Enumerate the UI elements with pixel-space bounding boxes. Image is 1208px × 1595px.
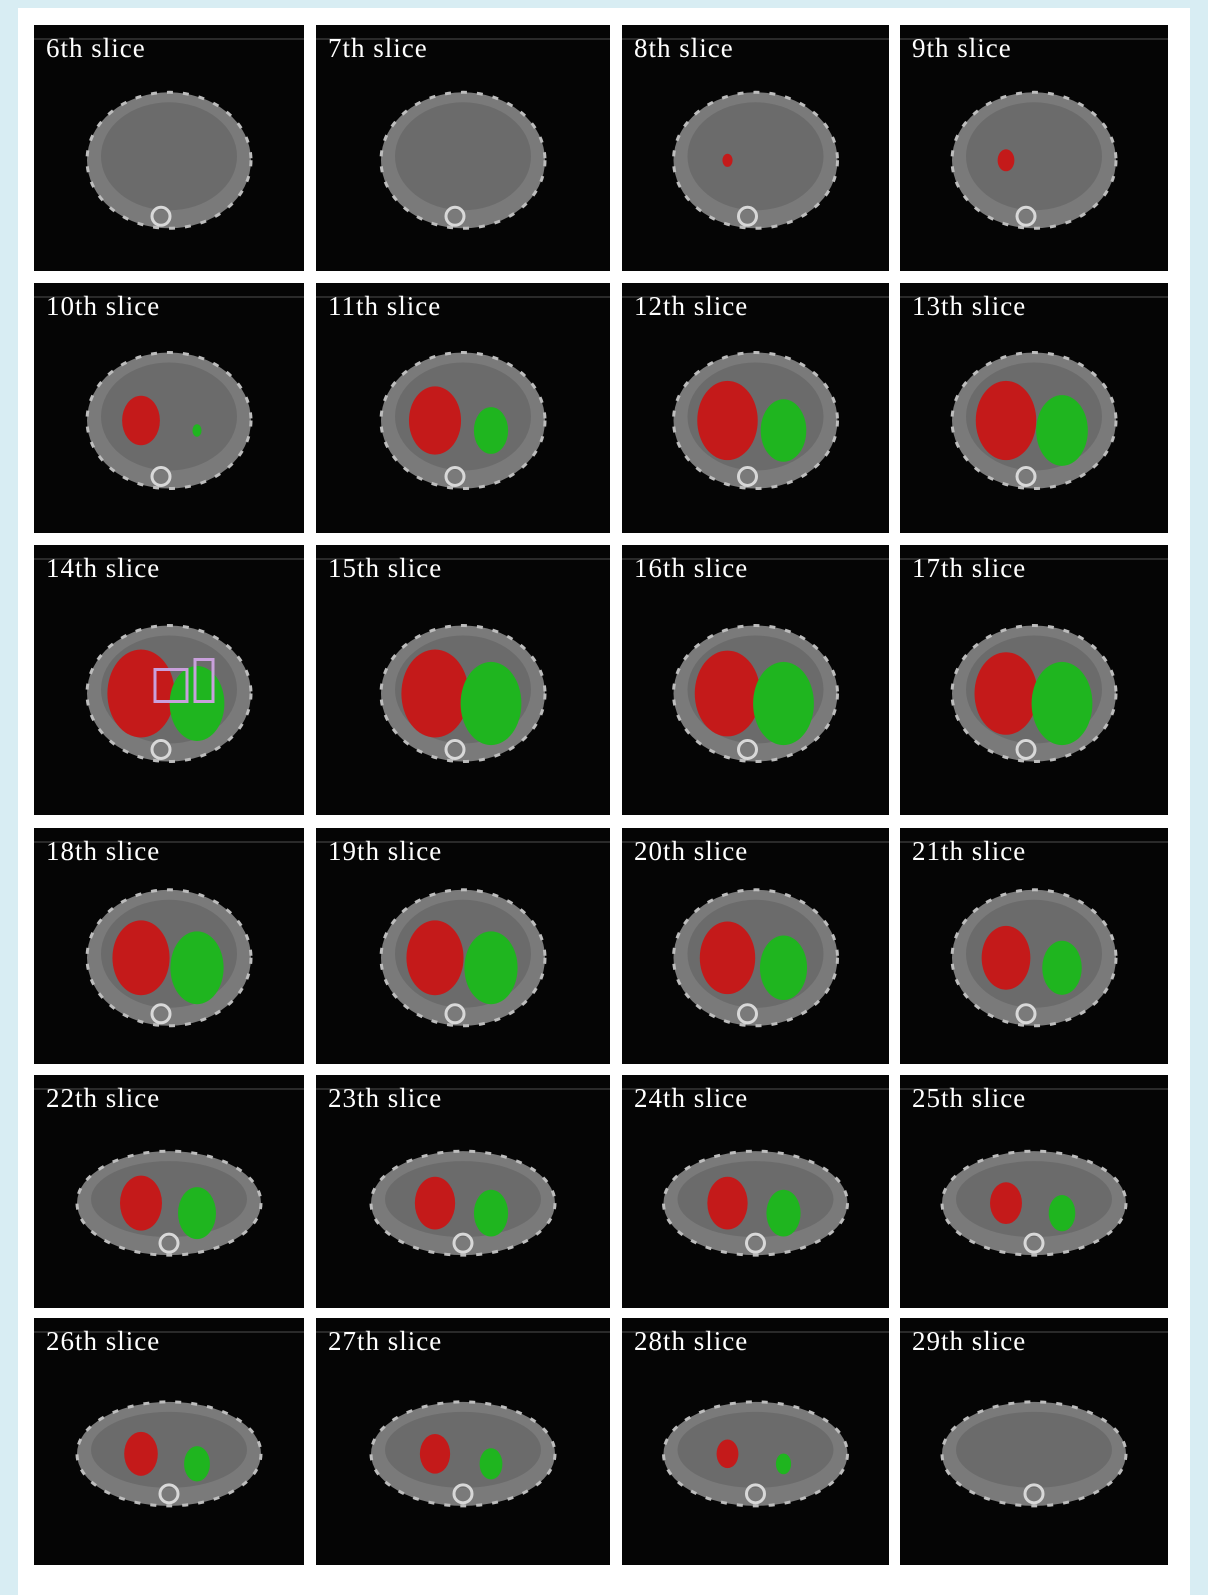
slice-label: 27th slice: [328, 1326, 442, 1356]
lung-right-segment: [474, 407, 508, 454]
ct-body-inner: [101, 363, 237, 471]
lung-right-segment: [1032, 662, 1093, 745]
lung-right-segment: [1036, 395, 1088, 466]
lung-right-segment: [170, 666, 225, 741]
slice-label: 7th slice: [328, 33, 428, 63]
slice-label: 29th slice: [912, 1326, 1026, 1356]
lung-right-segment: [474, 1190, 508, 1237]
lung-left-segment: [982, 926, 1031, 990]
ct-body-inner: [385, 1161, 541, 1237]
slice-label: 23th slice: [328, 1083, 442, 1113]
slice-label: 15th slice: [328, 553, 442, 583]
lung-right-segment: [184, 1446, 210, 1481]
ct-body-inner: [395, 102, 531, 210]
slice-label: 25th slice: [912, 1083, 1026, 1113]
figure: 6th slice 7th slice 8th slice 9th slice 10th…: [0, 0, 1208, 1595]
lung-right-segment: [464, 931, 517, 1004]
lung-left-segment: [122, 396, 160, 446]
slice-label: 22th slice: [46, 1083, 160, 1113]
slice-label: 14th slice: [46, 553, 160, 583]
lung-right-segment: [1049, 1195, 1076, 1231]
slice-label: 6th slice: [46, 33, 146, 63]
slice-label: 16th slice: [634, 553, 748, 583]
lung-left-segment: [120, 1176, 162, 1231]
slice-label: 21th slice: [912, 836, 1026, 866]
lung-right-segment: [178, 1187, 216, 1239]
lung-right-segment: [753, 662, 814, 745]
lung-left-segment: [420, 1434, 450, 1474]
ct-body-inner: [956, 1161, 1112, 1237]
ct-body-inner: [678, 1412, 834, 1488]
lung-left-segment: [401, 650, 468, 738]
slice-label: 10th slice: [46, 291, 160, 321]
slice-label: 18th slice: [46, 836, 160, 866]
ct-body-inner: [678, 1161, 834, 1237]
lung-left-segment: [700, 922, 755, 995]
ct-body-inner: [688, 102, 824, 210]
ct-body-inner: [966, 102, 1102, 210]
lung-right-segment: [192, 424, 201, 436]
slice-label: 11th slice: [328, 291, 441, 321]
lung-left-segment: [107, 650, 174, 738]
lung-right-segment: [170, 931, 223, 1004]
slice-label: 12th slice: [634, 291, 748, 321]
slice-label: 8th slice: [634, 33, 734, 63]
slice-label: 26th slice: [46, 1326, 160, 1356]
lung-left-segment: [975, 652, 1038, 735]
slice-label: 20th slice: [634, 836, 748, 866]
slice-label: 28th slice: [634, 1326, 748, 1356]
ct-body-inner: [91, 1161, 247, 1237]
lung-right-segment: [761, 399, 807, 461]
lung-right-segment: [461, 662, 522, 745]
slice-label: 17th slice: [912, 553, 1026, 583]
ct-body-inner: [91, 1412, 247, 1488]
lung-left-segment: [717, 1440, 739, 1469]
lung-left-segment: [697, 381, 757, 460]
slice-label: 9th slice: [912, 33, 1012, 63]
lung-left-segment: [406, 920, 463, 995]
lung-left-segment: [415, 1177, 455, 1230]
slice-label: 24th slice: [634, 1083, 748, 1113]
lung-left-segment: [722, 154, 732, 167]
lung-left-segment: [695, 651, 761, 737]
lung-left-segment: [124, 1432, 158, 1476]
lung-left-segment: [976, 381, 1036, 460]
ct-body-inner: [101, 102, 237, 210]
lung-left-segment: [998, 149, 1015, 171]
ct-body-inner: [385, 1412, 541, 1488]
lung-left-segment: [707, 1177, 747, 1230]
lung-left-segment: [990, 1182, 1022, 1224]
lung-right-segment: [776, 1453, 791, 1474]
ct-body-inner: [956, 1412, 1112, 1488]
slice-label: 13th slice: [912, 291, 1026, 321]
lung-right-segment: [766, 1190, 800, 1237]
lung-left-segment: [112, 920, 169, 995]
lung-left-segment: [409, 386, 461, 454]
lung-right-segment: [480, 1448, 503, 1479]
lung-right-segment: [760, 936, 807, 1000]
slice-label: 19th slice: [328, 836, 442, 866]
lung-right-segment: [1042, 941, 1082, 995]
